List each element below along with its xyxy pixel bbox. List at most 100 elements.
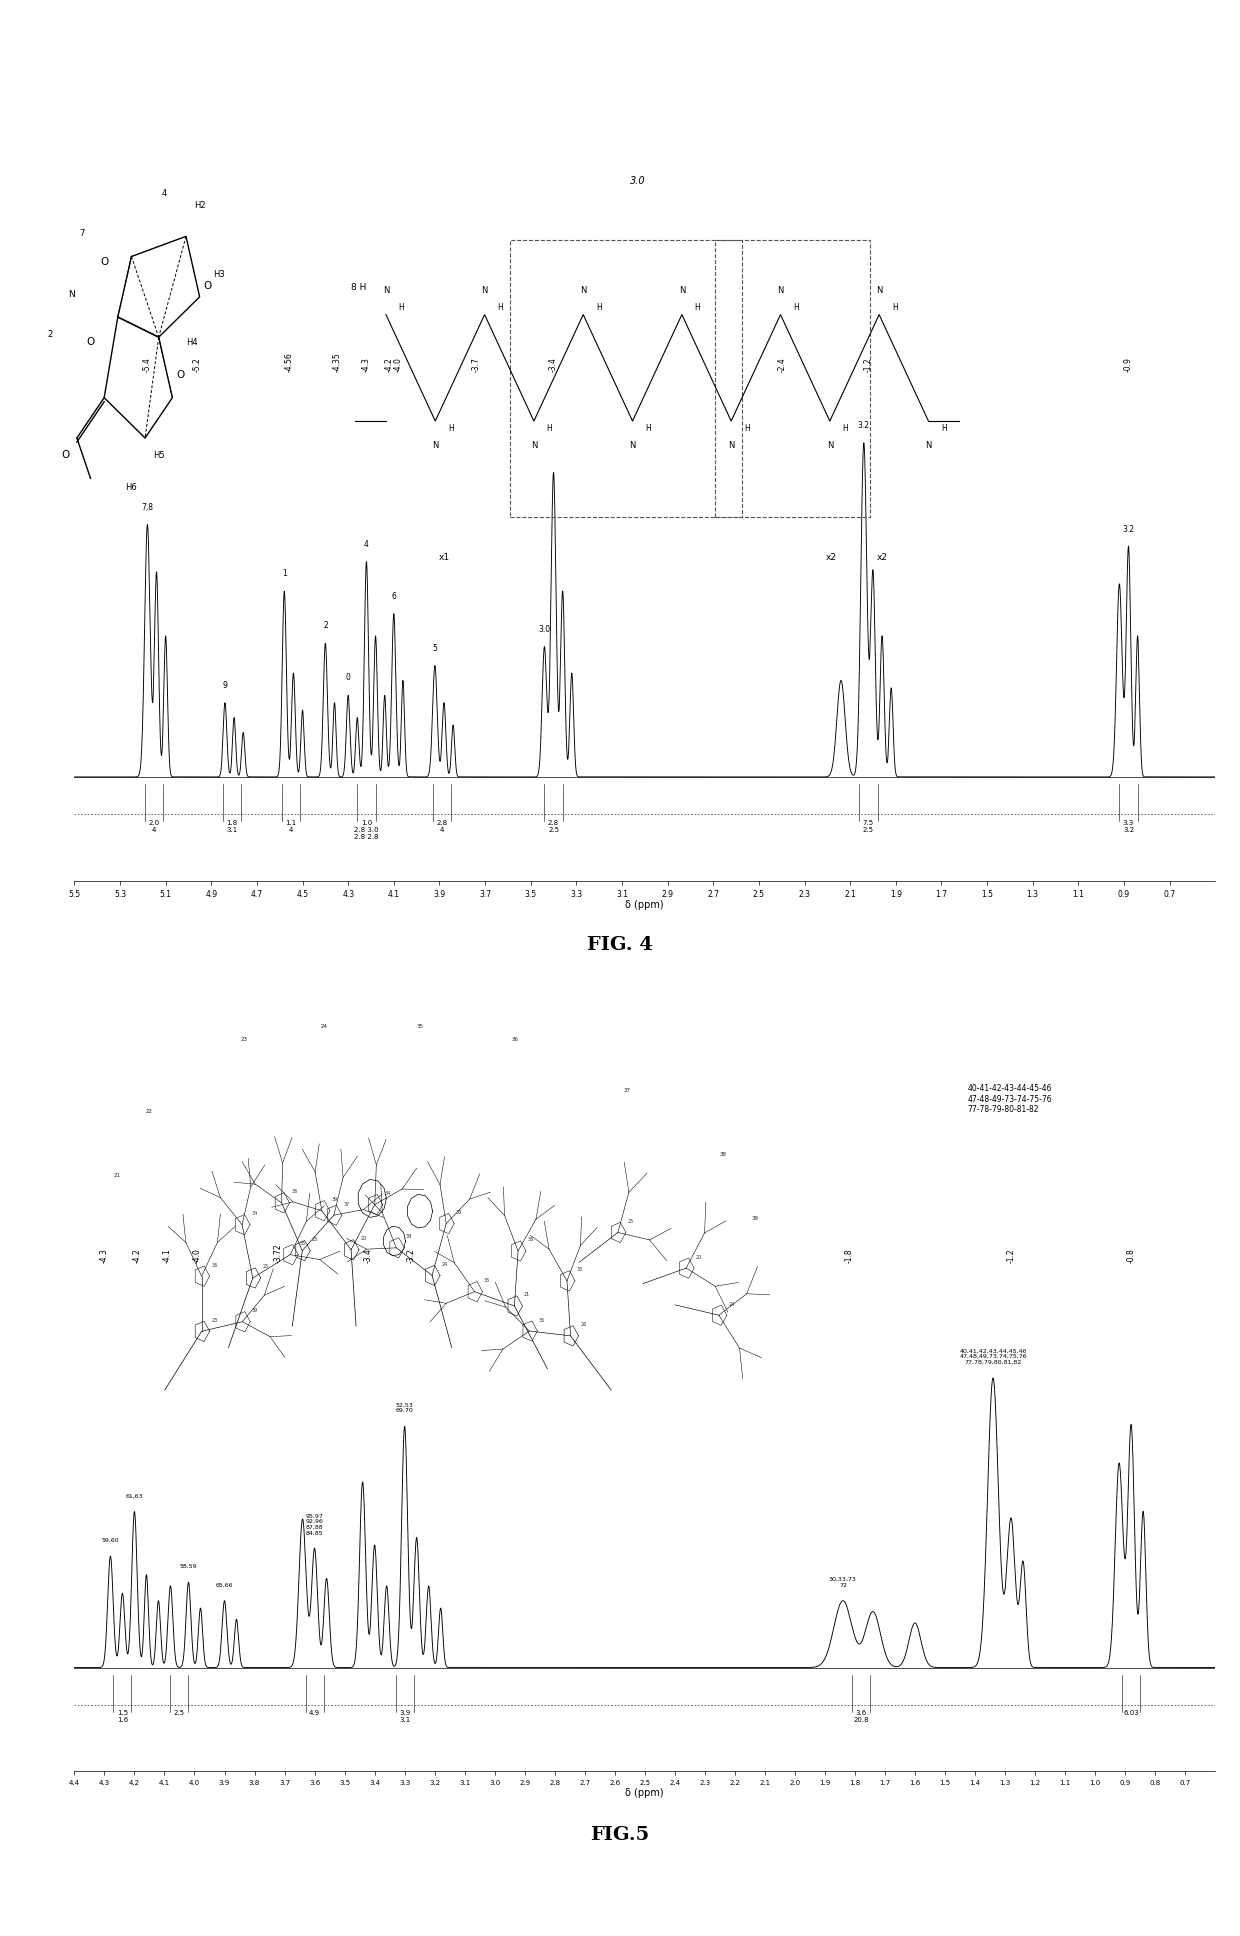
Text: H: H xyxy=(596,302,601,312)
Text: 65,66: 65,66 xyxy=(216,1584,233,1588)
Text: 52,53
69,70: 52,53 69,70 xyxy=(396,1402,413,1413)
Text: 3.2: 3.2 xyxy=(858,420,869,430)
Text: H: H xyxy=(794,302,799,312)
Text: 35: 35 xyxy=(417,1024,423,1030)
Text: -5.2: -5.2 xyxy=(193,358,202,372)
Text: N: N xyxy=(630,441,636,449)
Text: 35: 35 xyxy=(539,1318,546,1322)
Text: 2.5: 2.5 xyxy=(174,1709,185,1715)
Text: 36: 36 xyxy=(527,1237,534,1243)
Text: 3.2: 3.2 xyxy=(1122,525,1135,534)
Text: 2.8
2.5: 2.8 2.5 xyxy=(548,819,559,832)
Text: N: N xyxy=(432,441,439,449)
Text: -3.2: -3.2 xyxy=(407,1249,415,1262)
Text: O: O xyxy=(62,451,71,461)
Text: N: N xyxy=(875,287,883,294)
Text: 1.5
1.6: 1.5 1.6 xyxy=(117,1709,128,1723)
Text: -3.4: -3.4 xyxy=(365,1249,373,1262)
Text: 2.8
4: 2.8 4 xyxy=(436,819,448,832)
Text: H3: H3 xyxy=(213,269,224,279)
Text: N: N xyxy=(580,287,587,294)
Text: 7.5
2.5: 7.5 2.5 xyxy=(863,819,874,832)
Text: H: H xyxy=(892,302,898,312)
Text: H: H xyxy=(448,424,454,434)
Text: 26: 26 xyxy=(580,1322,587,1328)
Text: x1: x1 xyxy=(439,552,450,561)
Text: H: H xyxy=(941,424,947,434)
Text: -1.2: -1.2 xyxy=(1007,1249,1016,1262)
Text: H2: H2 xyxy=(193,201,206,211)
Text: 23: 23 xyxy=(311,1237,319,1243)
Text: 6.03: 6.03 xyxy=(1123,1709,1140,1715)
Text: 22: 22 xyxy=(145,1109,153,1115)
Text: 20: 20 xyxy=(696,1255,702,1260)
Text: H: H xyxy=(744,424,749,434)
Text: 38: 38 xyxy=(719,1152,727,1158)
Text: 3.0: 3.0 xyxy=(630,176,646,186)
Text: 3.3
3.2: 3.3 3.2 xyxy=(1123,819,1135,832)
Text: 37: 37 xyxy=(624,1088,631,1094)
Text: 1.1
4: 1.1 4 xyxy=(285,819,296,832)
Text: N: N xyxy=(925,441,931,449)
Text: -4.35: -4.35 xyxy=(332,352,341,372)
Text: 39: 39 xyxy=(252,1309,258,1313)
Text: 2: 2 xyxy=(47,331,52,339)
Text: 36: 36 xyxy=(211,1262,217,1268)
Text: 36: 36 xyxy=(291,1189,298,1195)
Text: 4: 4 xyxy=(365,540,368,548)
Text: H: H xyxy=(842,424,848,434)
Text: 95,97
92,96
87,88
84,85: 95,97 92,96 87,88 84,85 xyxy=(305,1514,324,1535)
Text: H: H xyxy=(547,424,552,434)
Text: 5: 5 xyxy=(433,643,438,652)
Text: O: O xyxy=(203,281,212,290)
Text: -0.8: -0.8 xyxy=(1127,1249,1136,1262)
Text: -4.56: -4.56 xyxy=(284,352,294,372)
Text: 25: 25 xyxy=(627,1220,634,1224)
X-axis label: δ (ppm): δ (ppm) xyxy=(625,1787,665,1799)
Text: N: N xyxy=(728,441,734,449)
Text: 37: 37 xyxy=(343,1202,350,1206)
Text: -0.9: -0.9 xyxy=(1123,358,1133,372)
Text: 34: 34 xyxy=(252,1212,258,1216)
Text: 40,41,42,43,44,45,46
47,48,49,73,74,75,76
77,78,79,80,81,82: 40,41,42,43,44,45,46 47,48,49,73,74,75,7… xyxy=(960,1347,1027,1365)
Text: 3.0: 3.0 xyxy=(538,625,551,633)
Text: -4.2: -4.2 xyxy=(384,358,394,372)
Text: 24: 24 xyxy=(441,1262,448,1266)
Text: 3.9
3.1: 3.9 3.1 xyxy=(399,1709,410,1723)
Text: -2.4: -2.4 xyxy=(777,358,786,372)
Text: 4.9: 4.9 xyxy=(309,1709,320,1715)
Text: 61,63: 61,63 xyxy=(125,1493,144,1498)
Text: 2: 2 xyxy=(322,621,327,631)
Text: -4.3: -4.3 xyxy=(362,358,371,372)
Text: 1: 1 xyxy=(281,569,286,579)
Text: -4.1: -4.1 xyxy=(162,1249,172,1262)
Text: 24: 24 xyxy=(728,1301,734,1307)
Text: -1.2: -1.2 xyxy=(864,358,873,372)
Text: 4: 4 xyxy=(161,190,167,197)
Text: N: N xyxy=(531,441,537,449)
Text: 24: 24 xyxy=(321,1024,327,1030)
Text: -4.0: -4.0 xyxy=(193,1249,202,1262)
Text: -4.2: -4.2 xyxy=(133,1249,141,1262)
Text: N: N xyxy=(827,441,833,449)
Text: N: N xyxy=(68,290,74,298)
Text: 6: 6 xyxy=(392,592,397,600)
Text: 58,59: 58,59 xyxy=(180,1564,197,1570)
Text: 35: 35 xyxy=(484,1278,490,1284)
Text: H6: H6 xyxy=(125,484,138,492)
Text: H: H xyxy=(398,302,404,312)
Text: 9: 9 xyxy=(222,681,227,689)
Text: 1.0
2.8 3.0
2.8 2.8: 1.0 2.8 3.0 2.8 2.8 xyxy=(355,819,378,840)
Text: -4.3: -4.3 xyxy=(100,1249,109,1262)
Text: 25: 25 xyxy=(263,1264,269,1270)
Text: O: O xyxy=(100,257,108,267)
Text: O: O xyxy=(87,337,94,347)
Text: 34: 34 xyxy=(384,1191,391,1196)
Text: x2: x2 xyxy=(877,552,888,561)
Text: -3.4: -3.4 xyxy=(549,358,558,372)
Text: 21: 21 xyxy=(113,1173,120,1179)
Text: -5.4: -5.4 xyxy=(143,358,153,372)
Text: H4: H4 xyxy=(186,339,197,347)
Text: 35: 35 xyxy=(300,1241,306,1247)
Text: O: O xyxy=(176,370,185,379)
